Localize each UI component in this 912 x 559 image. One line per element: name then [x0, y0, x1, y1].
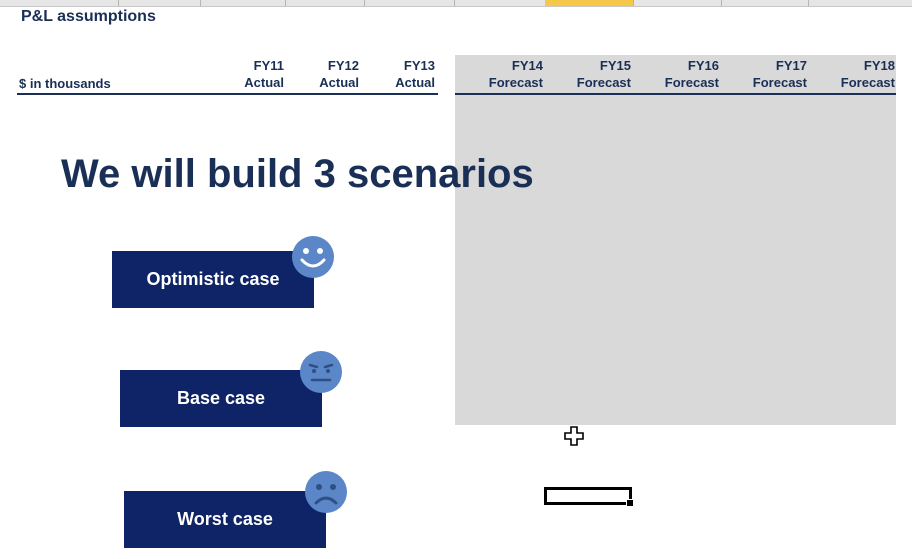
year-header-fy13[interactable]: FY13 Actual [365, 57, 435, 91]
year-type-label: Forecast [576, 75, 631, 90]
scenario-label: Optimistic case [146, 269, 280, 289]
year-header-fy16[interactable]: FY16 Forecast [649, 57, 719, 91]
worst-case-button[interactable]: Worst case [124, 491, 326, 548]
sheet-title[interactable]: P&L assumptions [21, 8, 156, 25]
year-header-fy14[interactable]: FY14 Forecast [473, 57, 543, 91]
year-label: FY14 [511, 58, 543, 73]
forecast-shaded-range[interactable] [455, 55, 896, 425]
year-label: FY11 [253, 58, 284, 73]
column-divider [721, 0, 722, 6]
fill-handle[interactable] [626, 499, 634, 507]
year-header-fy18[interactable]: FY18 Forecast [825, 57, 895, 91]
year-label: FY17 [775, 58, 807, 73]
base-case-button[interactable]: Base case [120, 370, 322, 427]
column-divider [808, 0, 809, 6]
year-type-label: Actual [395, 75, 435, 90]
year-label: FY18 [863, 58, 895, 73]
year-type-label: Actual [319, 75, 359, 90]
year-header-fy17[interactable]: FY17 Forecast [737, 57, 807, 91]
year-type-label: Forecast [488, 75, 543, 90]
forecast-header-underline [455, 93, 896, 95]
column-divider [454, 0, 455, 6]
year-header-fy12[interactable]: FY12 Actual [289, 57, 359, 91]
scenario-headline[interactable]: We will build 3 scenarios [61, 152, 534, 196]
year-type-label: Forecast [664, 75, 719, 90]
actuals-header-underline [17, 93, 438, 95]
year-type-label: Forecast [840, 75, 895, 90]
scenario-label: Worst case [177, 509, 273, 529]
units-label[interactable]: $ in thousands [19, 76, 111, 91]
year-label: FY13 [403, 58, 435, 73]
selected-column-header[interactable] [545, 0, 633, 6]
active-cell-selection[interactable] [544, 487, 634, 507]
smiley-neutral-icon[interactable] [299, 350, 343, 394]
optimistic-case-button[interactable]: Optimistic case [112, 251, 314, 308]
column-header-strip[interactable] [0, 0, 912, 7]
year-label: FY15 [599, 58, 631, 73]
year-header-fy15[interactable]: FY15 Forecast [561, 57, 631, 91]
column-divider [633, 0, 634, 6]
year-header-fy11[interactable]: FY11 Actual [214, 57, 284, 91]
year-type-label: Forecast [752, 75, 807, 90]
cell-select-cursor-icon [564, 426, 584, 446]
column-divider [285, 0, 286, 6]
scenario-label: Base case [176, 388, 266, 408]
year-label: FY16 [687, 58, 719, 73]
smiley-sad-icon[interactable] [304, 470, 348, 514]
year-label: FY12 [327, 58, 359, 73]
column-divider [118, 0, 119, 6]
smiley-happy-icon[interactable] [291, 235, 335, 279]
year-type-label: Actual [244, 75, 284, 90]
column-divider [364, 0, 365, 6]
column-divider [200, 0, 201, 6]
